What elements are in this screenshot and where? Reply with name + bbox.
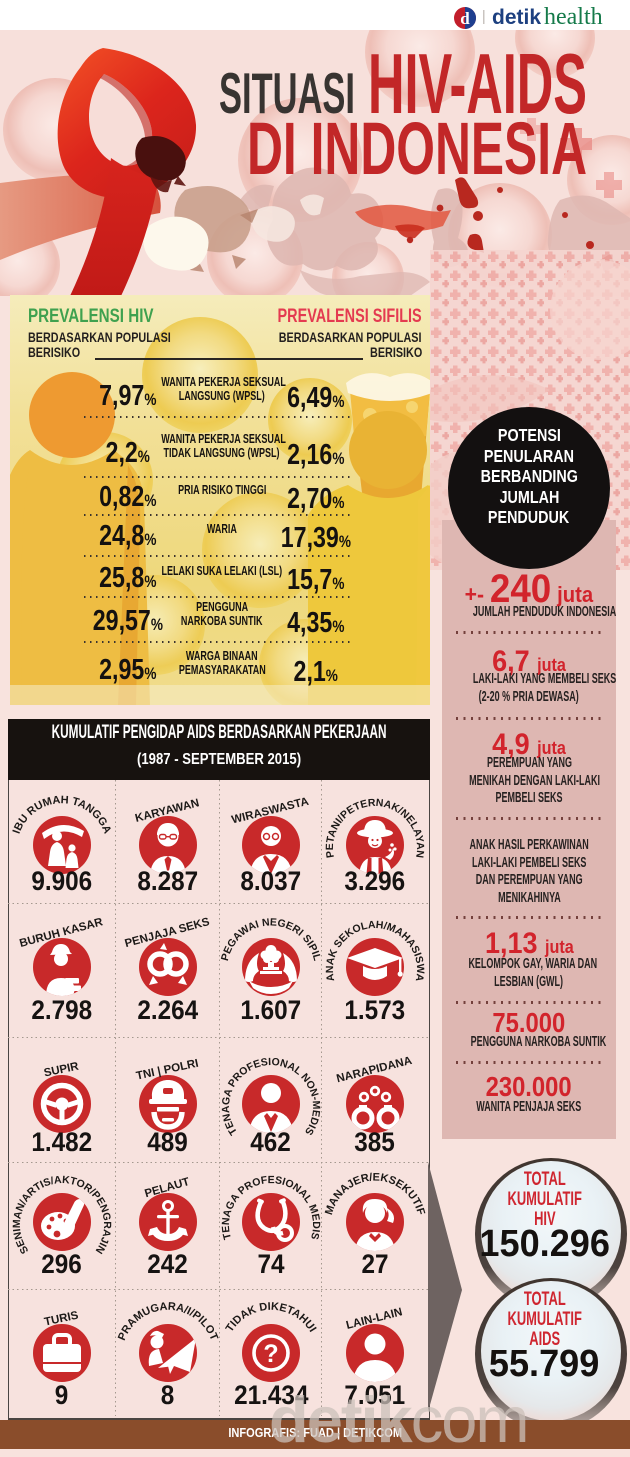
svg-text:SITUASI: SITUASI xyxy=(219,61,355,126)
svg-text:d: d xyxy=(460,9,470,28)
svg-text:detik: detik xyxy=(492,6,541,29)
svg-text:health: health xyxy=(544,4,603,30)
svg-text:DI INDONESIA: DI INDONESIA xyxy=(247,106,587,190)
svg-text:HIV-AIDS: HIV-AIDS xyxy=(368,35,587,132)
svg-text:?: ? xyxy=(263,1340,278,1368)
